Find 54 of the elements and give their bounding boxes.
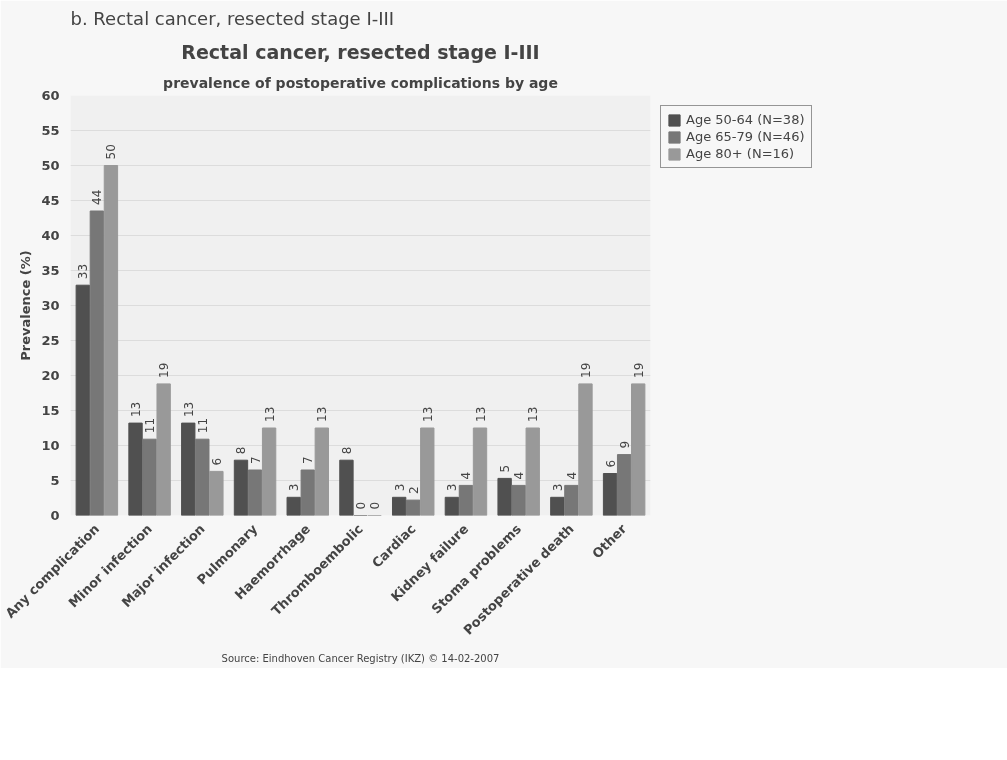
y-axis-title: Prevalence (%) (18, 250, 34, 361)
y-tick-label: 35 (41, 263, 60, 278)
data-label: 9 (617, 440, 632, 449)
y-tick-label: 5 (50, 473, 60, 488)
y-tick-label: 60 (41, 88, 60, 103)
data-label: 0 (354, 501, 368, 510)
y-tick-label: 55 (41, 123, 60, 138)
data-label: 8 (339, 446, 354, 455)
data-label: 6 (603, 459, 618, 468)
text: b. Rectal cancer, resected stage I-III (70, 7, 395, 29)
data-label: 7 (301, 456, 316, 464)
legend-label: Age 80+ (N=16) (686, 146, 795, 161)
data-label: 0 (368, 501, 383, 510)
data-label: 50 (104, 144, 119, 160)
data-label: 2 (406, 486, 421, 495)
y-tick-label: 50 (41, 158, 60, 173)
data-label: 4 (564, 471, 579, 480)
data-label: 33 (76, 263, 91, 280)
y-tick-label: 45 (41, 193, 60, 208)
chart-title: Rectal cancer, resected stage I-III (181, 40, 540, 63)
data-label: 4 (512, 471, 527, 480)
data-label: 3 (287, 483, 302, 492)
data-label: 4 (459, 471, 474, 480)
source-note: Source: Eindhoven Cancer Registry (IKZ) © 14-02-2007 (221, 652, 500, 664)
legend-label: Age 65-79 (N=46) (686, 129, 805, 144)
data-label: 11 (195, 417, 210, 434)
data-label: 6 (209, 457, 224, 466)
data-label: 5 (498, 464, 513, 473)
y-tick-label: 25 (41, 333, 60, 348)
data-label: 13 (526, 406, 541, 422)
data-label: 11 (143, 417, 158, 434)
y-tick-label: 40 (41, 228, 60, 243)
data-label: 19 (578, 362, 593, 378)
data-label: 8 (234, 446, 249, 455)
y-tick-label: 15 (41, 403, 60, 418)
data-label: 7 (248, 456, 263, 464)
data-label: 19 (631, 362, 646, 378)
y-tick-label: 0 (50, 508, 60, 523)
data-label: 13 (315, 406, 330, 422)
data-label: 13 (181, 401, 196, 418)
y-tick-label: 30 (41, 298, 60, 313)
data-label: 44 (90, 189, 105, 205)
data-label: 19 (157, 362, 172, 378)
data-label: 3 (445, 483, 460, 492)
data-label: 3 (550, 483, 565, 492)
data-label: 13 (129, 401, 144, 418)
data-label: 3 (392, 483, 407, 492)
data-label: 13 (420, 406, 435, 422)
y-tick-label: 20 (41, 368, 60, 383)
data-label: 13 (473, 406, 488, 422)
legend-label: Age 50-64 (N=38) (686, 112, 805, 127)
data-label: 13 (262, 406, 277, 422)
chart-subtitle: prevalence of postoperative complications by age (163, 74, 558, 91)
y-tick-label: 10 (41, 438, 60, 453)
